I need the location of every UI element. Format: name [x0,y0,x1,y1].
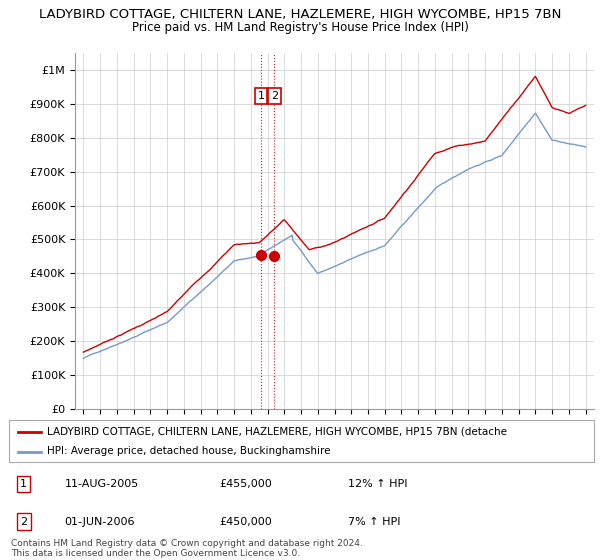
Text: 1: 1 [257,91,265,101]
Text: 2: 2 [20,517,27,527]
Text: 01-JUN-2006: 01-JUN-2006 [65,517,135,527]
Text: 1: 1 [20,479,27,489]
Text: 7% ↑ HPI: 7% ↑ HPI [348,517,401,527]
Text: £450,000: £450,000 [220,517,272,527]
Text: 11-AUG-2005: 11-AUG-2005 [65,479,139,489]
Point [269,252,279,261]
Text: LADYBIRD COTTAGE, CHILTERN LANE, HAZLEMERE, HIGH WYCOMBE, HP15 7BN (detache: LADYBIRD COTTAGE, CHILTERN LANE, HAZLEME… [47,427,507,437]
Point [256,250,266,259]
Text: £455,000: £455,000 [220,479,272,489]
Text: 12% ↑ HPI: 12% ↑ HPI [348,479,408,489]
Text: HPI: Average price, detached house, Buckinghamshire: HPI: Average price, detached house, Buck… [47,446,331,456]
Text: Contains HM Land Registry data © Crown copyright and database right 2024.
This d: Contains HM Land Registry data © Crown c… [11,539,362,558]
Text: 2: 2 [271,91,278,101]
Text: Price paid vs. HM Land Registry's House Price Index (HPI): Price paid vs. HM Land Registry's House … [131,21,469,34]
Text: LADYBIRD COTTAGE, CHILTERN LANE, HAZLEMERE, HIGH WYCOMBE, HP15 7BN: LADYBIRD COTTAGE, CHILTERN LANE, HAZLEME… [39,8,561,21]
